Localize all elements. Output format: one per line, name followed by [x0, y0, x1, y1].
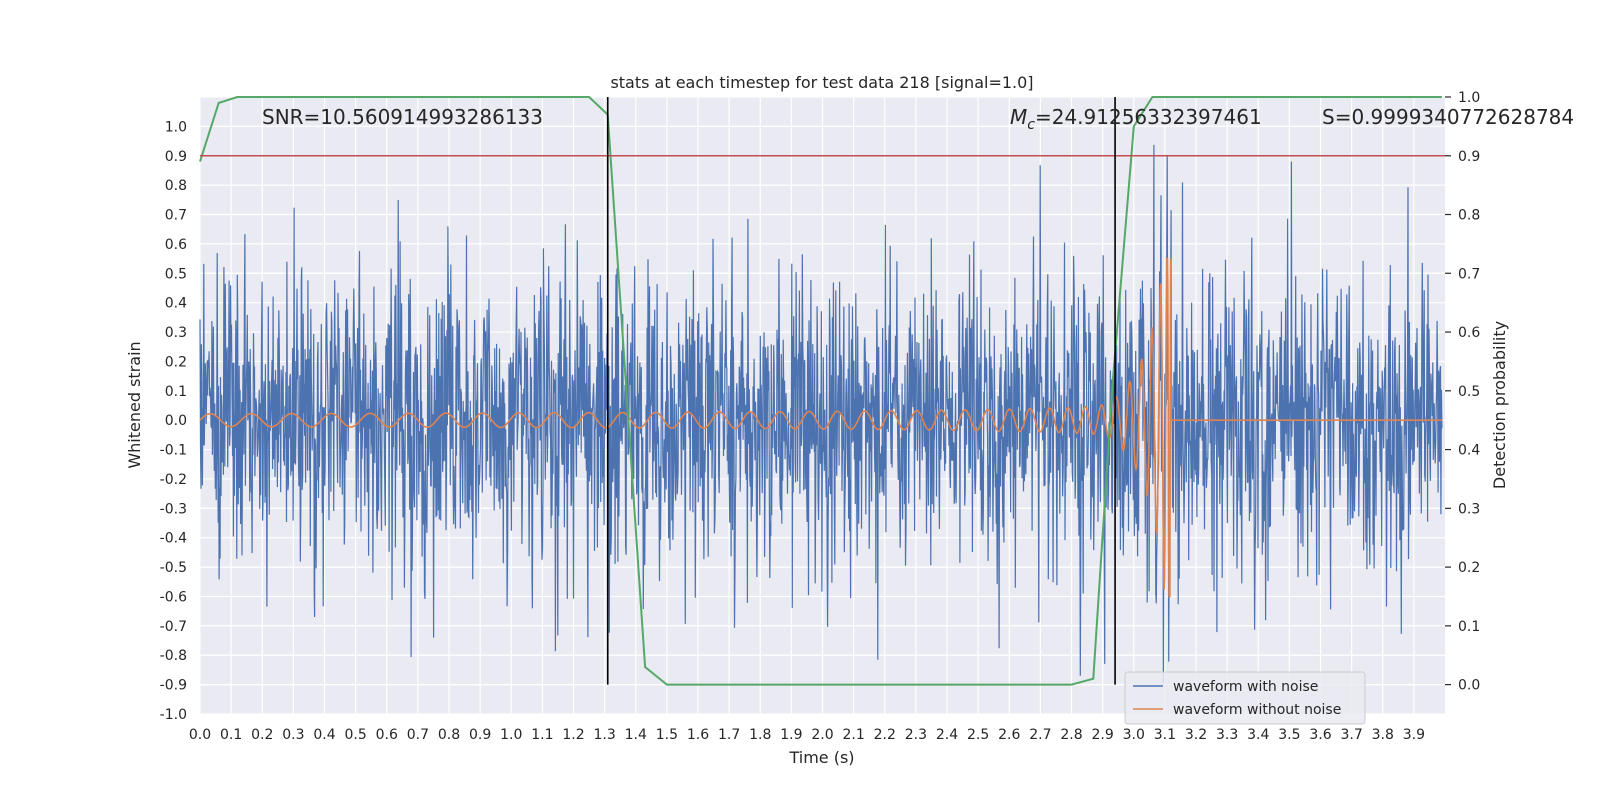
y-tick-label: 0.2 — [165, 354, 187, 370]
x-tick-label: 0.3 — [282, 727, 304, 743]
y-axis-ticks: 1.0 0.9 0.8 0.7 0.6 0.5 0.4 0.3 0.2 0.1 0.0 -0.1 -0.… — [160, 119, 187, 723]
x-tick-label: 3.3 — [1216, 727, 1238, 743]
noise-waveform-line — [199, 144, 1443, 683]
y2-tick-label: 0.1 — [1458, 619, 1480, 635]
x-tick-label: 0.7 — [407, 727, 429, 743]
y-axis-label: Whitened strain — [125, 341, 144, 468]
x-tick-label: 0.6 — [376, 727, 398, 743]
y2-tick-label: 1.0 — [1458, 90, 1480, 106]
x-tick-label: 1.8 — [749, 727, 771, 743]
x-tick-label: 0.9 — [469, 727, 491, 743]
x-tick-label: 2.3 — [905, 727, 927, 743]
x-tick-label: 2.2 — [874, 727, 896, 743]
chirp-mass-value: =24.91256332397461 — [1035, 105, 1262, 129]
reference-lines — [200, 97, 1445, 685]
x-tick-label: 1.7 — [718, 727, 740, 743]
x-tick-label: 2.5 — [967, 727, 989, 743]
y2-tick-label: 0.4 — [1458, 443, 1480, 459]
y2-tick-label: 0.9 — [1458, 149, 1480, 165]
x-tick-label: 1.4 — [625, 727, 647, 743]
detection-probability-series — [199, 96, 1442, 686]
x-tick-label: 1.6 — [687, 727, 709, 743]
y-tick-label: 0.3 — [165, 325, 187, 341]
waveform-without-noise-series — [199, 257, 1442, 598]
y2-tick-label: 0.8 — [1458, 208, 1480, 224]
x-tick-label: 2.1 — [842, 727, 864, 743]
y-tick-label: 0.0 — [165, 413, 187, 429]
y2-tick-label: 0.2 — [1458, 560, 1480, 576]
y-tick-label: 0.1 — [165, 384, 187, 400]
x-tick-label: 3.7 — [1340, 727, 1362, 743]
x-tick-label: 1.2 — [562, 727, 584, 743]
chirp-mass-subscript: c — [1027, 117, 1035, 133]
x-axis-ticks: 0.0 0.1 0.2 0.3 0.4 0.5 0.6 0.7 0.8 0.9 1.0 1.1 1.2 1… — [189, 727, 1425, 743]
x-tick-label: 1.1 — [531, 727, 553, 743]
y2-tick-label: 0.5 — [1458, 384, 1480, 400]
y-tick-label: -0.1 — [160, 443, 187, 459]
chirp-mass-symbol: M — [1010, 105, 1027, 129]
y2-tick-label: 0.3 — [1458, 501, 1480, 517]
y2-axis-label: Detection probability — [1490, 321, 1509, 489]
x-tick-label: 0.2 — [251, 727, 273, 743]
x-tick-label: 3.0 — [1123, 727, 1145, 743]
y2-tick-label: 0.0 — [1458, 678, 1480, 694]
detection-probability-line — [199, 96, 1442, 686]
y-tick-label: -0.7 — [160, 619, 187, 635]
y2-axis-ticks: 1.0 0.9 0.8 0.7 0.6 0.5 0.4 0.3 0.2 0.1 0.0 — [1445, 90, 1480, 694]
x-axis-label: Time (s) — [788, 748, 854, 767]
clean-waveform-line — [199, 257, 1442, 598]
chirp-mass-annotation: Mc=24.91256332397461 — [1010, 105, 1262, 133]
y-tick-label: -0.2 — [160, 472, 187, 488]
x-tick-label: 1.3 — [593, 727, 615, 743]
s-annotation: S=0.9999340772628784 — [1322, 105, 1574, 129]
y-tick-label: 0.4 — [165, 296, 187, 312]
y-tick-label: 0.8 — [165, 178, 187, 194]
y-tick-label: 0.9 — [165, 149, 187, 165]
y-tick-label: -1.0 — [160, 707, 187, 723]
y-tick-label: -0.8 — [160, 648, 187, 664]
x-tick-label: 0.4 — [313, 727, 335, 743]
y-tick-label: -0.5 — [160, 560, 187, 576]
y-tick-label: 1.0 — [165, 119, 187, 135]
x-tick-label: 0.1 — [220, 727, 242, 743]
x-tick-label: 2.4 — [936, 727, 958, 743]
x-tick-label: 3.4 — [1247, 727, 1269, 743]
y-tick-label: -0.4 — [160, 531, 187, 547]
x-tick-label: 2.8 — [1060, 727, 1082, 743]
x-tick-label: 1.0 — [500, 727, 522, 743]
y-tick-label: -0.6 — [160, 589, 187, 605]
waveform-with-noise-series — [199, 144, 1443, 683]
x-tick-label: 0.0 — [189, 727, 211, 743]
x-tick-label: 3.8 — [1372, 727, 1394, 743]
snr-annotation: SNR=10.560914993286133 — [262, 105, 543, 129]
x-tick-label: 3.1 — [1154, 727, 1176, 743]
legend: waveform with noise waveform without noi… — [1124, 671, 1366, 725]
x-tick-label: 2.6 — [998, 727, 1020, 743]
x-tick-label: 3.2 — [1185, 727, 1207, 743]
legend-label-clean: waveform without noise — [1173, 702, 1341, 718]
y-tick-label: 0.5 — [165, 266, 187, 282]
y-tick-label: -0.9 — [160, 678, 187, 694]
x-tick-label: 3.6 — [1309, 727, 1331, 743]
y2-tick-label: 0.7 — [1458, 266, 1480, 282]
x-tick-label: 0.8 — [438, 727, 460, 743]
y2-tick-label: 0.6 — [1458, 325, 1480, 341]
y-tick-label: 0.7 — [165, 208, 187, 224]
x-tick-label: 3.5 — [1278, 727, 1300, 743]
x-tick-label: 2.9 — [1091, 727, 1113, 743]
x-tick-label: 1.9 — [780, 727, 802, 743]
x-tick-label: 3.9 — [1403, 727, 1425, 743]
x-tick-label: 0.5 — [344, 727, 366, 743]
legend-box — [1124, 671, 1366, 725]
chart-title: stats at each timestep for test data 218… — [610, 73, 1033, 92]
y-tick-label: 0.6 — [165, 237, 187, 253]
legend-label-noise: waveform with noise — [1173, 679, 1318, 695]
x-tick-label: 2.0 — [811, 727, 833, 743]
x-tick-label: 2.7 — [1029, 727, 1051, 743]
x-tick-label: 1.5 — [656, 727, 678, 743]
y-tick-label: -0.3 — [160, 501, 187, 517]
